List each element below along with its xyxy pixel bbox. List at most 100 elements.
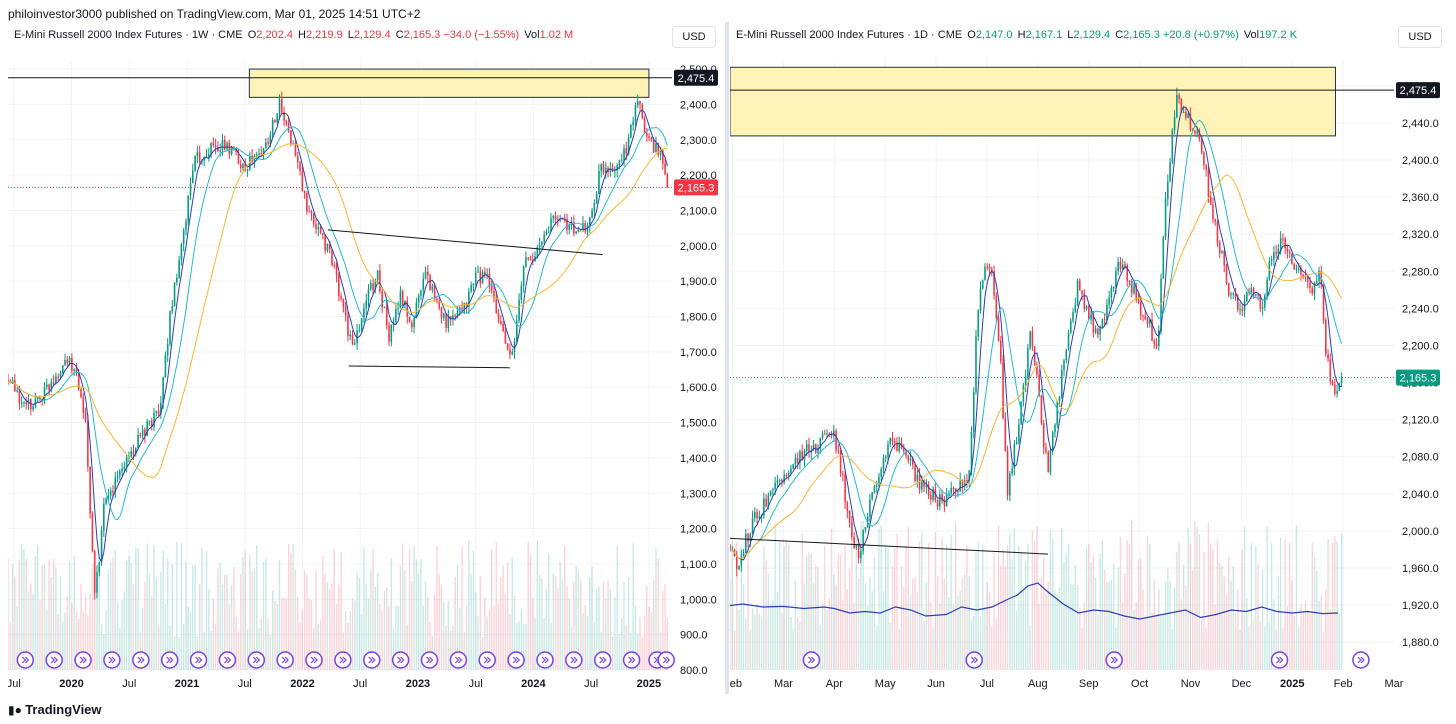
volume-bar [1291,580,1293,670]
candle-body [586,227,589,232]
weekly-chart-panel[interactable]: 800.0 900.0 1,000.0 1,100.0 1,200.0 1,300.0 1,… [8,22,724,694]
volume-bar [513,595,516,670]
volume-bar [495,542,497,670]
volume-bar [607,580,609,670]
volume-bar [367,598,370,670]
event-mark-arrow [541,656,549,664]
candle-body [429,275,431,291]
volume-bar [39,600,41,670]
volume-bar [1221,565,1223,670]
candle-body [529,258,532,261]
candle-body [756,511,758,519]
candle-body [171,306,174,312]
candle-body [166,344,169,356]
volume-bar [1015,610,1018,670]
candle-body [310,211,313,214]
volume-bar [128,555,130,670]
volume-bar [324,574,326,670]
candle-body [1128,280,1131,282]
volume-bar [745,618,747,670]
volume-bar [1115,627,1117,670]
candle-body [342,298,345,307]
volume-bar [1230,580,1232,670]
candle-body [1106,304,1108,321]
candle-body [730,544,731,552]
volume-bar [536,540,539,670]
candle-body [34,398,37,407]
daily-currency-button[interactable]: USD [1398,26,1442,48]
volume-bar [864,583,867,670]
candle-body [502,323,504,332]
volume-bar [114,550,116,670]
volume-bar [1289,543,1291,670]
volume-bar [16,605,18,670]
x-tick-label: 2025 [637,678,661,690]
candle-body [1029,331,1031,349]
candle-body [511,351,514,355]
event-mark-arrow [970,656,979,664]
daily-chart-panel[interactable]: 1,880.0 1,920.0 1,960.0 2,000.0 2,040.0 2,080… [730,22,1450,694]
candle-body [461,307,463,310]
volume-bar [1151,612,1153,670]
volume-bar [1243,526,1246,670]
y-tick-label: 2,080.0 [1402,452,1439,464]
candle-body [196,152,199,157]
candle-body [1331,381,1334,385]
volume-bar [452,625,454,670]
volume-bar [826,610,828,670]
volume-bar [1194,521,1196,670]
volume-bar [144,581,146,670]
volume-bar [882,591,885,670]
event-mark-arrow [1276,656,1284,664]
candle-body [1146,318,1149,324]
volume-bar [1099,553,1101,670]
candle-body [957,491,959,493]
candle-body [433,285,436,299]
candle-body [981,280,984,289]
candle-body [1065,349,1068,361]
volume-bar [491,549,493,670]
candle-body [1020,401,1022,425]
volume-bar [765,560,767,670]
candle-body [1151,319,1153,341]
candle-body [884,456,887,459]
candle-body [997,318,1000,341]
event-mark-arrow [807,656,816,664]
candle-body [324,234,326,251]
volume-bar [55,567,57,670]
y-tick-label: 1,700.0 [680,347,717,359]
candle-body [130,451,133,457]
weekly-currency-button[interactable]: USD [672,26,716,48]
candle-body [650,137,653,140]
candle-body [598,170,600,194]
volume-bar [774,522,776,670]
panel-divider[interactable] [725,22,729,694]
candle-body [1187,113,1189,118]
volume-bar [71,603,73,670]
volume-bar [1081,627,1083,670]
candle-body [584,223,587,232]
candle-body [18,390,21,404]
tradingview-logo[interactable]: ▮● TradingView [8,702,102,717]
volume-bar [94,585,96,670]
y-tick-label: 2,400.0 [680,99,717,111]
candle-body [87,420,89,467]
candle-body [25,402,28,405]
volume-bar [468,540,470,670]
candle-body [347,315,349,337]
candle-body [112,490,114,493]
volume-bar [1142,589,1144,670]
candle-body [882,458,885,470]
volume-bar [509,614,511,670]
candle-body [331,249,333,266]
volume-bar [233,566,235,670]
weekly-chart-canvas[interactable]: 800.0 900.0 1,000.0 1,100.0 1,200.0 1,300.0 1,… [8,22,724,694]
volume-bar [356,571,358,670]
candle-body [1079,280,1081,291]
candle-body [96,571,98,593]
volume-bar [817,566,819,670]
candle-body [1054,424,1056,433]
candle-body [1209,196,1212,205]
daily-chart-canvas[interactable]: 1,880.0 1,920.0 1,960.0 2,000.0 2,040.0 2,080… [730,22,1450,694]
x-tick-label: Nov [1181,678,1201,690]
